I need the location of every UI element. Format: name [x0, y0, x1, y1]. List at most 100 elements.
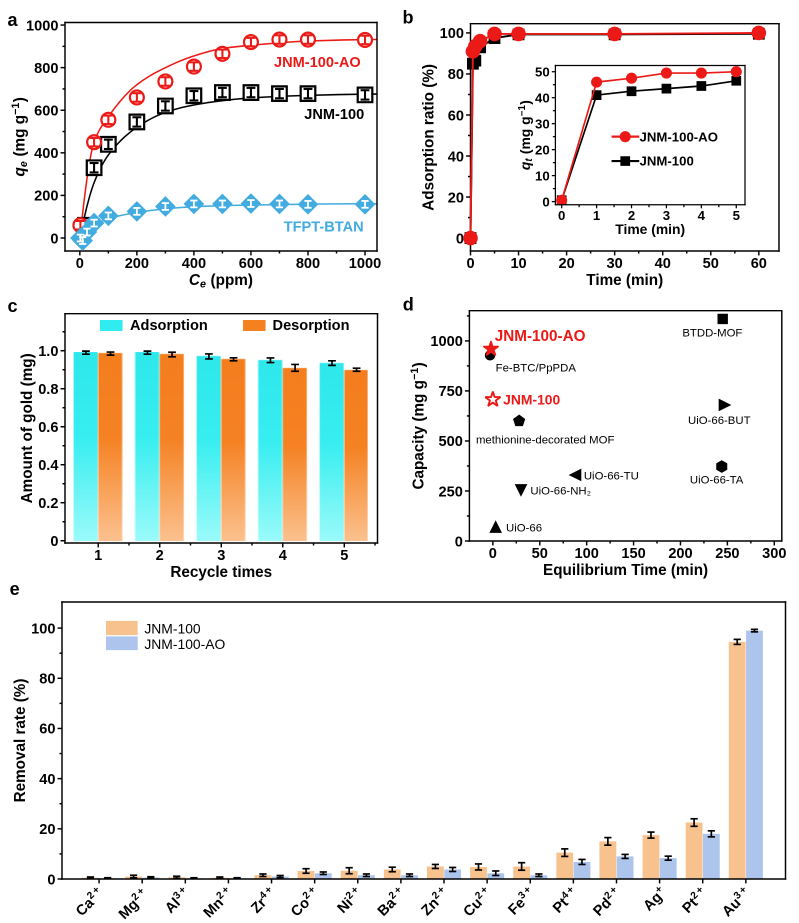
svg-text:2: 2	[628, 208, 635, 223]
svg-text:d: d	[403, 295, 414, 315]
svg-text:M n 2: M n 2 +	[191, 876, 237, 922]
svg-text:250: 250	[439, 484, 463, 500]
svg-text:300: 300	[762, 546, 786, 562]
svg-text:30: 30	[607, 256, 623, 272]
svg-text:60: 60	[448, 108, 464, 124]
svg-text:800: 800	[296, 256, 320, 272]
svg-text:60: 60	[39, 722, 55, 738]
svg-text:UiO-66-NH₂: UiO-66-NH₂	[530, 486, 591, 498]
svg-text:JNM-100-AO: JNM-100-AO	[640, 129, 718, 144]
svg-text:3: 3	[217, 548, 225, 564]
svg-text:JNM-100: JNM-100	[304, 107, 364, 123]
svg-text:c: c	[7, 296, 17, 316]
svg-text:Removal rate (%): Removal rate (%)	[12, 679, 29, 803]
svg-text:0: 0	[50, 534, 58, 550]
svg-text:JNM-100: JNM-100	[144, 620, 201, 636]
svg-text:0: 0	[47, 872, 55, 888]
svg-text:Equilibrium Time (min): Equilibrium Time (min)	[543, 562, 708, 579]
svg-text:20: 20	[39, 822, 55, 838]
svg-text:Desorption: Desorption	[273, 318, 350, 334]
svg-text:40: 40	[39, 772, 55, 788]
svg-text:800: 800	[34, 61, 58, 77]
svg-text:80: 80	[448, 67, 464, 83]
svg-text:Adsorption ratio (%): Adsorption ratio (%)	[421, 64, 438, 211]
svg-text:4: 4	[698, 208, 706, 223]
svg-text:600: 600	[239, 256, 263, 272]
svg-text:10: 10	[510, 256, 526, 272]
svg-text:200: 200	[125, 256, 149, 272]
svg-text:Adsorption: Adsorption	[130, 318, 208, 334]
svg-text:400: 400	[34, 146, 58, 162]
svg-text:1: 1	[94, 548, 102, 564]
svg-text:C a 2: C a 2 +	[63, 876, 107, 920]
svg-text:TFPT-BTAN: TFPT-BTAN	[284, 219, 364, 235]
svg-text:JNM-100-AO: JNM-100-AO	[274, 55, 361, 71]
svg-text:Amount of gold (mg): Amount of gold (mg)	[19, 353, 36, 503]
svg-text:UiO-66: UiO-66	[506, 522, 542, 534]
svg-text:1000: 1000	[430, 334, 462, 350]
svg-text:0: 0	[489, 546, 497, 562]
svg-text:Time (min): Time (min)	[615, 221, 685, 237]
svg-text:500: 500	[439, 434, 463, 450]
svg-text:Fe-BTC/PpPDA: Fe-BTC/PpPDA	[496, 362, 577, 374]
svg-text:B a 2: B a 2 +	[365, 876, 409, 920]
svg-text:0: 0	[466, 256, 474, 272]
svg-text:JNM-100: JNM-100	[503, 392, 560, 408]
svg-text:A u 3: A u 3 +	[710, 876, 755, 921]
svg-text:40: 40	[535, 90, 550, 105]
svg-text:UiO-66-BUT: UiO-66-BUT	[688, 415, 751, 427]
svg-text:150: 150	[621, 546, 645, 562]
svg-text:a: a	[7, 10, 18, 30]
svg-text:Recycle times: Recycle times	[170, 564, 272, 581]
svg-text:Time (min): Time (min)	[586, 272, 663, 289]
svg-text:0: 0	[76, 256, 84, 272]
svg-text:UiO-66-TA: UiO-66-TA	[690, 474, 744, 486]
svg-text:20: 20	[448, 190, 464, 206]
svg-text:3: 3	[663, 208, 670, 223]
svg-text:750: 750	[439, 384, 463, 400]
svg-text:1000: 1000	[349, 256, 381, 272]
svg-text:0: 0	[542, 194, 549, 209]
svg-text:q t (: q t ( m g g ) − 1	[505, 94, 537, 170]
svg-text:0: 0	[455, 534, 463, 550]
svg-text:0.6: 0.6	[38, 420, 58, 436]
svg-text:5: 5	[340, 548, 348, 564]
svg-text:40: 40	[655, 256, 671, 272]
svg-text:20: 20	[535, 142, 550, 157]
svg-text:0.8: 0.8	[38, 382, 58, 398]
svg-text:100: 100	[31, 621, 55, 637]
svg-text:400: 400	[182, 256, 206, 272]
svg-text:1.0: 1.0	[38, 344, 58, 360]
svg-text:80: 80	[39, 672, 55, 688]
svg-text:1000: 1000	[26, 18, 58, 34]
svg-text:2: 2	[156, 548, 164, 564]
svg-text:A g +: A g +	[635, 879, 671, 915]
svg-text:JNM-100-AO: JNM-100-AO	[495, 328, 586, 345]
svg-text:200: 200	[34, 189, 58, 205]
svg-text:0: 0	[50, 231, 58, 247]
svg-text:JNM-100-AO: JNM-100-AO	[144, 636, 225, 652]
svg-text:b: b	[402, 8, 413, 28]
svg-text:1: 1	[593, 208, 600, 223]
svg-text:A l 3: A l 3 +	[153, 876, 195, 918]
svg-text:10: 10	[535, 168, 550, 183]
svg-text:100: 100	[440, 26, 464, 42]
svg-text:5: 5	[733, 208, 740, 223]
svg-text:BTDD-MOF: BTDD-MOF	[682, 328, 742, 340]
svg-text:0: 0	[456, 231, 464, 247]
svg-text:0: 0	[558, 208, 565, 223]
svg-text:q e (: q e ( m g g ) − 1	[0, 91, 32, 177]
svg-text:0.2: 0.2	[38, 496, 58, 512]
svg-text:C e (: C e ( p p m )	[189, 265, 254, 292]
svg-text:100: 100	[575, 546, 599, 562]
svg-text:UiO-66-TU: UiO-66-TU	[584, 470, 639, 482]
svg-text:50: 50	[535, 65, 550, 80]
svg-text:200: 200	[668, 546, 692, 562]
svg-text:C a p a: C a p a c i t y ( m g g ) − 1	[398, 356, 429, 490]
svg-text:50: 50	[703, 256, 719, 272]
svg-text:JNM-100: JNM-100	[640, 154, 694, 169]
svg-text:P t 2: P t 2 +	[670, 876, 712, 918]
svg-text:20: 20	[558, 256, 574, 272]
svg-text:50: 50	[532, 546, 548, 562]
svg-text:0.4: 0.4	[38, 458, 59, 474]
